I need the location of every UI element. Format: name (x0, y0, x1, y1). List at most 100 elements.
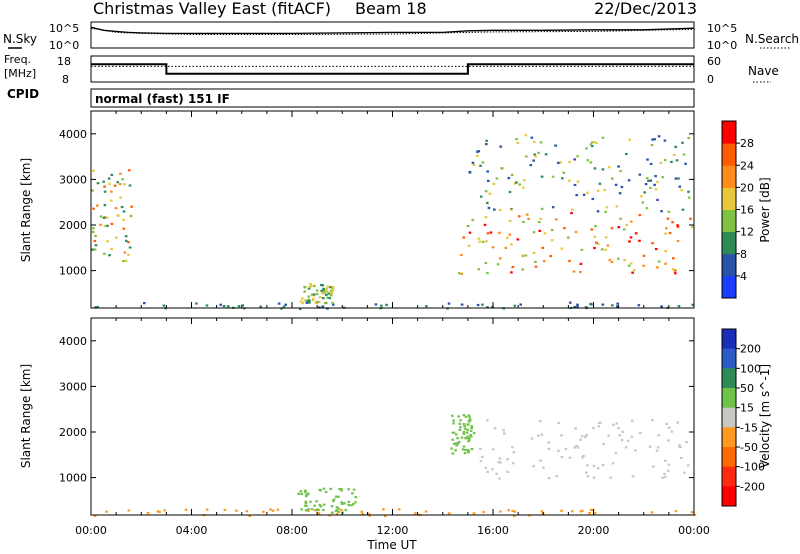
heatmap-cell (533, 153, 536, 156)
heatmap-cell (632, 269, 636, 272)
heatmap-cell (614, 452, 618, 455)
heatmap-cell (337, 507, 340, 510)
heatmap-cell (304, 489, 307, 492)
heatmap-cell (575, 194, 578, 197)
heatmap-cell (563, 227, 566, 230)
heatmap-cell (298, 307, 302, 311)
heatmap-cell (92, 169, 95, 172)
heatmap-cell (543, 232, 547, 235)
colorbar-swatch (722, 275, 736, 299)
heatmap-cell (481, 455, 484, 458)
heatmap-cell (597, 425, 601, 428)
heatmap-cell (596, 189, 600, 192)
heatmap-cell (456, 437, 459, 440)
heatmap-cell (618, 192, 622, 195)
heatmap-cell (96, 182, 100, 185)
heatmap-cell (248, 514, 251, 518)
heatmap-cell (620, 439, 624, 442)
heatmap-cell (678, 444, 681, 447)
heatmap-cell (645, 207, 649, 210)
heatmap-cell (477, 150, 481, 153)
heatmap-cell (605, 206, 609, 209)
heatmap-cell (322, 503, 326, 506)
heatmap-cell (541, 246, 545, 249)
heatmap-cell (223, 508, 227, 511)
heatmap-cell (639, 431, 642, 435)
heatmap-cell (663, 158, 667, 162)
colorbar-swatch (722, 209, 736, 233)
heatmap-cell (640, 195, 643, 198)
heatmap-cell (464, 415, 468, 418)
heatmap-cell (530, 437, 534, 440)
heatmap-cell (568, 259, 571, 263)
colorbar-tick-label: 28 (740, 137, 754, 150)
heatmap-cell (479, 447, 482, 450)
heatmap-cell (110, 199, 113, 202)
heatmap-cell (592, 476, 596, 479)
heatmap-cell (486, 306, 489, 309)
heatmap-cell (318, 503, 322, 506)
heatmap-cell (510, 208, 513, 211)
heatmap-cell (596, 210, 600, 213)
heatmap-cell (471, 218, 475, 221)
x-tick-label: 00:00 (75, 524, 107, 537)
heatmap-cell (615, 205, 619, 208)
heatmap-cell (649, 186, 652, 189)
heatmap-cell (92, 227, 95, 230)
heatmap-cell (495, 177, 499, 180)
heatmap-cell (129, 214, 133, 218)
heatmap-cell (337, 510, 340, 513)
colorbar-swatch (722, 143, 736, 166)
heatmap-cell (591, 141, 594, 144)
heatmap-cell (323, 291, 326, 294)
heatmap-cell (119, 172, 122, 175)
colorbar-tick-label: 24 (740, 159, 754, 172)
heatmap-cell (664, 459, 667, 462)
heatmap-cell (628, 138, 632, 141)
heatmap-cell (518, 183, 521, 186)
heatmap-cell (579, 270, 582, 274)
heatmap-cell (592, 464, 596, 467)
heatmap-cell (122, 210, 126, 213)
heatmap-cell (594, 225, 597, 228)
heatmap-cell (638, 239, 641, 242)
heatmap-cell (625, 223, 629, 227)
heatmap-cell (547, 477, 551, 480)
power-colorbar-swatches (722, 121, 736, 299)
heatmap-cell (478, 240, 482, 243)
heatmap-cell (537, 151, 540, 154)
heatmap-cell (589, 508, 593, 511)
heatmap-cell (301, 302, 304, 305)
heatmap-cell (600, 248, 604, 251)
heatmap-cell (590, 228, 593, 231)
heatmap-cell (525, 213, 529, 216)
heatmap-cell (219, 303, 222, 306)
heatmap-cell (465, 437, 468, 440)
heatmap-cell (625, 152, 628, 156)
heatmap-cell (414, 512, 417, 515)
heatmap-cell (637, 304, 641, 307)
heatmap-cell (464, 448, 467, 452)
heatmap-cell (462, 430, 466, 433)
heatmap-cell (589, 161, 593, 164)
plot-title: Christmas Valley East (fitACF) (93, 0, 331, 18)
heatmap-cell (309, 282, 312, 286)
heatmap-cell (297, 492, 300, 495)
heatmap-cell (667, 426, 671, 429)
heatmap-cell (308, 299, 311, 302)
heatmap-cell (559, 161, 562, 164)
heatmap-cell (527, 217, 530, 220)
colorbar-tick-label: 12 (740, 226, 754, 239)
heatmap-cell (143, 302, 146, 305)
heatmap-cell (601, 136, 605, 139)
heatmap-cell (447, 302, 451, 305)
heatmap-cell (610, 227, 614, 230)
heatmap-cell (689, 217, 692, 220)
heatmap-cell (560, 247, 564, 250)
heatmap-cell (124, 259, 128, 262)
heatmap-cell (630, 435, 634, 438)
heatmap-cell (638, 173, 642, 176)
heatmap-cell (676, 225, 680, 228)
heatmap-cell (310, 284, 313, 288)
heatmap-cell (127, 509, 131, 512)
